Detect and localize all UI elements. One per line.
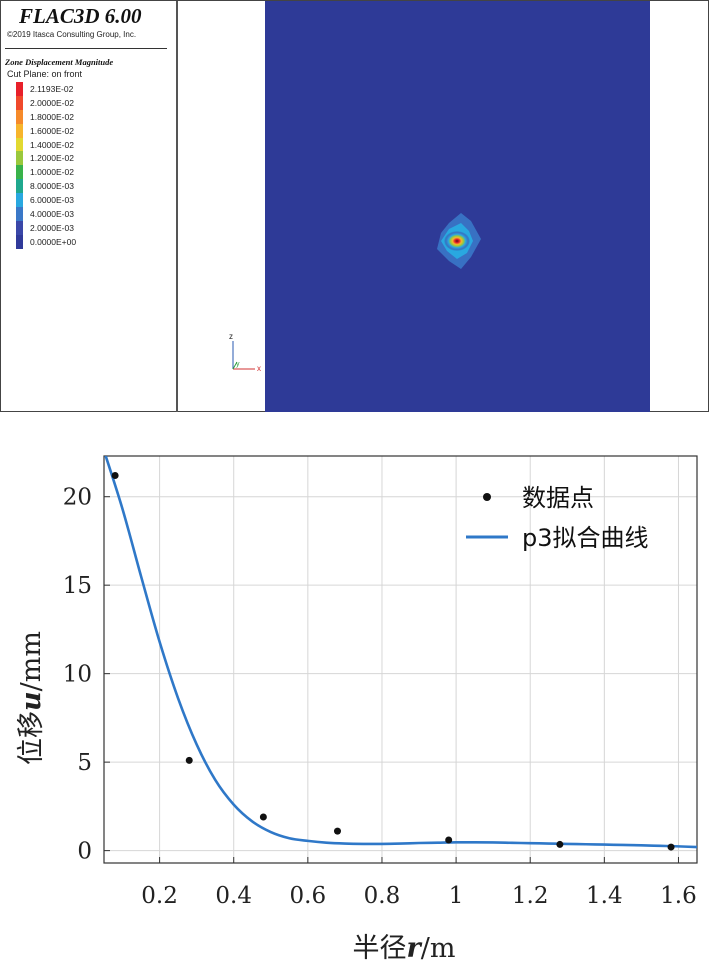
legend-value-label: 2.1193E-02 <box>30 83 74 94</box>
legend-swatch <box>16 109 23 124</box>
x-tick-label: 1.2 <box>512 883 549 909</box>
legend-row: 1.2000E-02 <box>16 151 76 166</box>
copyright-text: ©2019 Itasca Consulting Group, Inc. <box>7 30 137 39</box>
legend-row: 0.0000E+00 <box>16 234 77 249</box>
grid <box>104 456 697 863</box>
legend-row: 1.4000E-02 <box>16 137 76 152</box>
legend-row: 2.1193E-02 <box>16 82 76 96</box>
axis-x-label: x <box>257 364 261 373</box>
legend-value-label: 1.8000E-02 <box>30 111 74 122</box>
x-axis-label-prefix: 半径 <box>353 933 407 964</box>
contour-color-scale: 2.1193E-02 2.0000E-02 1.8000E-02 1.6000E-02… <box>16 82 76 249</box>
legend-swatch <box>16 220 23 235</box>
legend-value-label: 6.0000E-03 <box>30 195 74 206</box>
legend-row: 1.6000E-02 <box>16 123 76 138</box>
y-axis-label: 位移u/mm <box>16 631 47 765</box>
legend-value-label: 2.0000E-03 <box>30 222 74 233</box>
data-points-layer <box>111 471 675 851</box>
displacement-chart: 0.2 0.4 0.6 0.8 1 1.2 1.4 1.6 0 5 10 15 20 数据点 p3拟合曲… <box>0 412 709 974</box>
legend-value-label: 1.6000E-02 <box>30 125 74 136</box>
data-point <box>185 756 193 764</box>
axes-triad: z y x <box>229 332 261 373</box>
legend-value-label: 1.0000E-02 <box>30 167 74 178</box>
legend-row: 4.0000E-03 <box>16 207 76 221</box>
data-point <box>445 836 453 844</box>
legend-swatch <box>16 137 23 152</box>
y-axis-label-unit: /mm <box>16 631 47 691</box>
legend-swatch <box>16 82 23 96</box>
axis-z-label: z <box>229 332 233 341</box>
legend-value-label: 1.2000E-02 <box>30 153 74 164</box>
legend-swatch <box>16 193 23 208</box>
legend-row: 1.0000E-02 <box>16 165 76 180</box>
legend-value-label: 1.4000E-02 <box>30 139 74 150</box>
legend-swatch <box>16 123 23 138</box>
x-tick-label: 1.4 <box>586 883 623 909</box>
x-tick-label: 0.8 <box>364 883 401 909</box>
contour-title: Zone Displacement Magnitude <box>5 57 114 67</box>
data-point <box>111 471 119 479</box>
y-tick-label: 15 <box>63 573 92 599</box>
legend-row: 2.0000E-03 <box>16 220 76 235</box>
plot-background <box>0 412 709 974</box>
legend-marker-points <box>483 493 491 501</box>
x-tick-label: 0.4 <box>215 883 252 909</box>
y-tick-label: 20 <box>63 485 92 511</box>
cut-plane-label: Cut Plane: on front <box>7 69 83 79</box>
legend-value-label: 4.0000E-03 <box>30 208 74 219</box>
model-background <box>265 1 650 412</box>
flac3d-panel: FLAC3D 6.00 ©2019 Itasca Consulting Grou… <box>0 0 709 412</box>
legend-divider <box>5 48 167 49</box>
legend-label-points: 数据点 <box>522 484 594 512</box>
displacement-hotspot <box>444 231 470 251</box>
axis-y-label: y <box>236 361 240 368</box>
legend-row: 8.0000E-03 <box>16 179 76 194</box>
legend-swatch <box>16 151 23 166</box>
chart-legend: 数据点 p3拟合曲线 <box>466 484 649 552</box>
x-tick-label: 0.2 <box>141 883 178 909</box>
model-contour-view <box>265 1 650 412</box>
legend-swatch <box>16 95 23 110</box>
legend-row: 2.0000E-02 <box>16 95 76 110</box>
fit-curve-line <box>104 456 697 849</box>
legend-label-curve: p3拟合曲线 <box>522 524 649 552</box>
legend-value-label: 8.0000E-03 <box>30 181 74 192</box>
x-tick-label: 1 <box>449 883 464 909</box>
legend-value-label: 0.0000E+00 <box>30 236 77 247</box>
y-tick-label: 10 <box>63 662 92 688</box>
app-title: FLAC3D 6.00 <box>19 4 142 28</box>
y-tick-label: 5 <box>77 750 92 776</box>
legend-value-label: 2.0000E-02 <box>30 97 74 108</box>
plot-frame <box>103 455 698 864</box>
legend-swatch <box>16 165 23 180</box>
y-axis-label-var: u <box>16 691 47 711</box>
data-point <box>667 843 675 851</box>
x-tick-label: 0.6 <box>290 883 327 909</box>
x-tick-label: 1.6 <box>660 883 697 909</box>
legend-swatch <box>16 207 23 221</box>
x-axis-label-var: r <box>407 933 423 964</box>
contour-legend-panel: FLAC3D 6.00 ©2019 Itasca Consulting Grou… <box>1 1 178 412</box>
y-tick-label: 0 <box>77 839 92 865</box>
y-axis-label-prefix: 位移 <box>16 711 47 765</box>
legend-swatch <box>16 179 23 194</box>
data-point <box>333 827 341 835</box>
x-axis-label-unit: /m <box>421 933 456 964</box>
data-point <box>259 813 267 821</box>
legend-swatch <box>16 234 23 249</box>
legend-row: 6.0000E-03 <box>16 193 76 208</box>
data-point <box>556 840 564 848</box>
x-axis-label: 半径r/m <box>353 933 456 964</box>
legend-row: 1.8000E-02 <box>16 109 76 124</box>
fit-curve-layer <box>104 456 697 849</box>
axis-ticks: 0.2 0.4 0.6 0.8 1 1.2 1.4 1.6 0 5 10 15 20 <box>63 485 697 909</box>
